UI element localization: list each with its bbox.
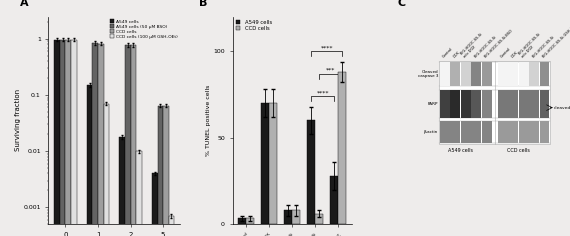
Text: B: B	[199, 0, 207, 8]
Bar	[471, 90, 481, 118]
Text: Control: Control	[442, 47, 454, 59]
Text: DOX: DOX	[510, 51, 519, 59]
Bar	[238, 218, 246, 224]
Bar	[508, 62, 518, 86]
Bar	[66, 40, 71, 236]
Bar	[71, 40, 76, 236]
Bar	[471, 62, 481, 86]
Text: PARP: PARP	[428, 102, 438, 106]
Bar	[461, 62, 471, 86]
Bar	[529, 121, 539, 143]
Bar	[450, 90, 460, 118]
Bar	[529, 90, 539, 118]
Text: ***: ***	[326, 68, 335, 73]
Bar	[104, 104, 109, 236]
Bar	[450, 121, 460, 143]
Bar	[461, 121, 471, 143]
Bar	[482, 121, 491, 143]
Bar	[131, 45, 136, 236]
Text: PEG-HOOC-SS-Si
w/o DOX: PEG-HOOC-SS-Si w/o DOX	[459, 32, 487, 59]
Bar	[498, 90, 508, 118]
Text: A549 cells: A549 cells	[449, 148, 473, 153]
Bar	[440, 90, 450, 118]
Text: ****: ****	[316, 90, 329, 95]
Bar	[87, 85, 92, 236]
Bar	[157, 105, 163, 236]
Bar	[471, 121, 481, 143]
Bar	[169, 216, 174, 236]
Bar	[519, 90, 528, 118]
Bar	[540, 62, 549, 86]
Bar	[461, 90, 471, 118]
Text: Cleaved
caspase 3: Cleaved caspase 3	[418, 70, 438, 78]
Bar	[92, 43, 98, 236]
Y-axis label: Surviving fraction: Surviving fraction	[14, 89, 21, 152]
Bar	[529, 62, 539, 86]
Legend: A549 cells, CCD cells: A549 cells, CCD cells	[235, 19, 272, 31]
Text: PEG-HOOC-SS-Si
w/o DOX: PEG-HOOC-SS-Si w/o DOX	[518, 32, 545, 59]
Text: DOX: DOX	[453, 51, 461, 59]
Bar	[284, 210, 292, 224]
Bar	[439, 61, 550, 144]
Text: PEG-HOOC-SS-Si: PEG-HOOC-SS-Si	[531, 35, 555, 59]
Text: Control: Control	[500, 47, 512, 59]
Bar	[152, 173, 157, 236]
Text: PEG-HOOC-SS-Si: PEG-HOOC-SS-Si	[473, 35, 498, 59]
Bar	[440, 62, 450, 86]
Text: C: C	[398, 0, 406, 8]
Bar	[440, 121, 450, 143]
Bar	[338, 72, 347, 224]
Text: CCD cells: CCD cells	[507, 148, 530, 153]
Bar	[498, 121, 508, 143]
Bar	[163, 105, 169, 236]
Bar	[519, 62, 528, 86]
Bar	[292, 210, 300, 224]
Bar	[498, 62, 508, 86]
Bar	[261, 103, 269, 224]
Bar	[269, 103, 277, 224]
Text: PEG-HOOC-SS-Si-GSH-OEt: PEG-HOOC-SS-Si-GSH-OEt	[542, 23, 570, 59]
Bar	[125, 45, 131, 236]
Bar	[136, 151, 141, 236]
Bar	[330, 176, 338, 224]
Bar	[482, 62, 491, 86]
Text: β-actin: β-actin	[424, 130, 438, 134]
Bar	[246, 218, 254, 224]
Bar	[60, 40, 66, 236]
Bar	[120, 137, 125, 236]
Legend: A549 cells, A549 cells (50 μM BSO), CCD cells, CCD cells (100 μM GSH-OEt): A549 cells, A549 cells (50 μM BSO), CCD …	[109, 19, 178, 39]
Bar	[508, 90, 518, 118]
Text: A: A	[19, 0, 28, 8]
Bar	[482, 90, 491, 118]
Bar	[519, 121, 528, 143]
Bar	[55, 40, 60, 236]
Bar	[307, 120, 315, 224]
Y-axis label: % TUNEL positive cells: % TUNEL positive cells	[206, 85, 210, 156]
Bar	[540, 121, 549, 143]
Text: PEG-HOOC-SS-Si-BSO: PEG-HOOC-SS-Si-BSO	[484, 29, 514, 59]
Text: cleaved: cleaved	[553, 106, 570, 110]
Bar	[508, 121, 518, 143]
Bar	[315, 214, 323, 224]
Bar	[98, 44, 104, 236]
Text: ****: ****	[320, 45, 333, 50]
Bar	[450, 62, 460, 86]
Bar	[540, 90, 549, 118]
